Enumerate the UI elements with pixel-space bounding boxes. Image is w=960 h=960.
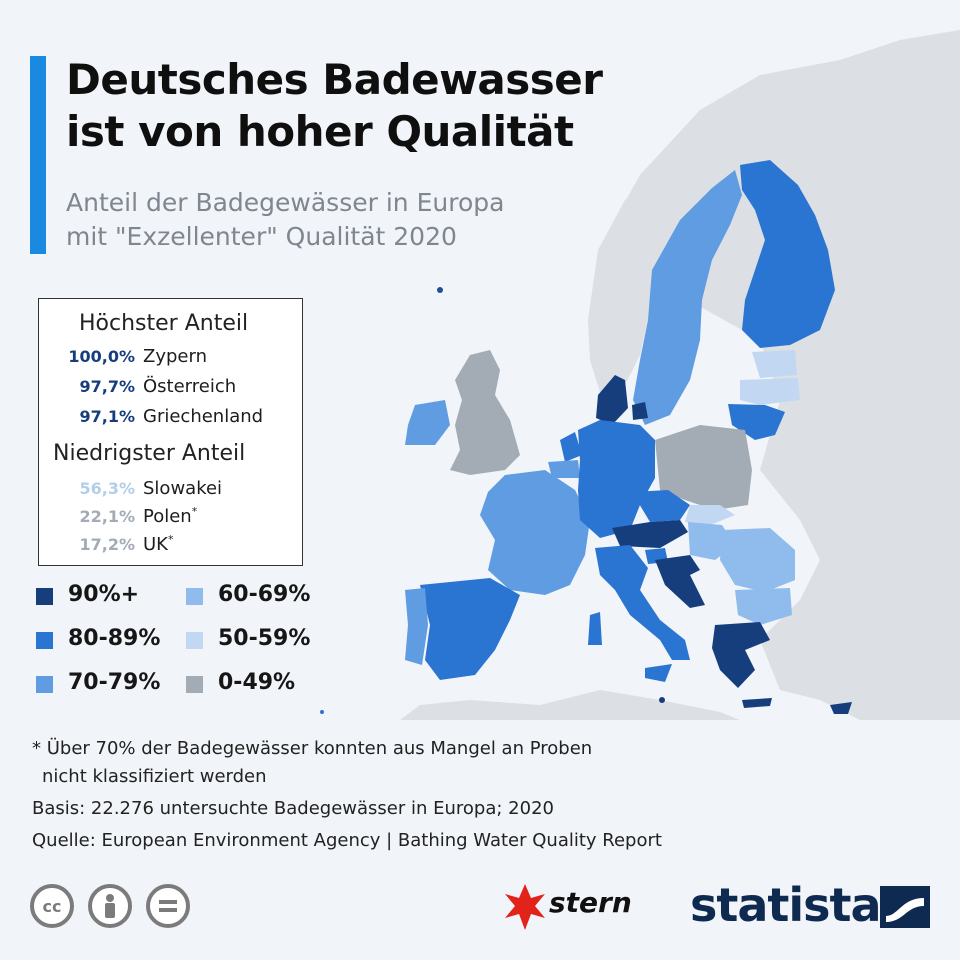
legend-swatch [186, 676, 203, 693]
attribution-icon [88, 884, 132, 928]
lowest-row: 17,2% UK* [39, 533, 299, 559]
country-name: Slowakei [143, 478, 223, 499]
ranking-box: Höchster Anteil 100,0% Zypern 97,7% Öste… [38, 298, 303, 566]
italy [595, 545, 690, 660]
island-dot-2 [320, 710, 324, 714]
greece [712, 622, 770, 688]
denmark-islands [632, 402, 648, 420]
legend-label: 70-79% [68, 670, 161, 695]
spain [420, 578, 520, 680]
legend-label: 0-49% [218, 670, 296, 695]
austria [612, 520, 688, 548]
stern-logo: stern [505, 884, 632, 930]
title-accent-bar [30, 56, 46, 254]
highest-row: 97,7% Österreich [39, 375, 299, 401]
share-value: 97,7% [79, 377, 135, 396]
legend-swatch [36, 588, 53, 605]
slovakia [685, 505, 735, 525]
germany [578, 420, 655, 538]
latvia [740, 378, 800, 405]
czechia [632, 490, 690, 522]
bulgaria [735, 588, 792, 625]
belgium [548, 460, 580, 478]
island-dot [437, 287, 443, 293]
title-line-1: Deutsches Badewasser [66, 55, 603, 104]
legend-label: 50-59% [218, 626, 311, 651]
portugal [405, 588, 428, 665]
lowest-heading: Niedrigster Anteil [53, 441, 246, 466]
share-value: 17,2% [79, 535, 135, 554]
share-value: 22,1% [79, 507, 135, 526]
poland [655, 425, 752, 510]
highest-row: 97,1% Griechenland [39, 405, 299, 431]
subtitle: Anteil der Badegewässer in Europa mit "E… [66, 186, 504, 254]
sicily [645, 664, 672, 682]
finland [740, 160, 835, 348]
north-africa-landmass [400, 690, 740, 720]
country-name: Zypern [143, 346, 207, 367]
footnote-line-2: nicht klassifiziert werden [42, 766, 267, 787]
country-name: Österreich [143, 376, 237, 397]
statista-wordmark: statista [690, 878, 882, 932]
no-derivatives-icon [146, 884, 190, 928]
share-value: 56,3% [79, 479, 135, 498]
croatia [655, 555, 705, 608]
lowest-row: 56,3% Slowakei [39, 477, 299, 503]
stern-wordmark: stern [549, 886, 632, 919]
crete [742, 698, 772, 708]
legend-swatch [186, 588, 203, 605]
sardinia [588, 612, 602, 645]
country-name: UK* [143, 533, 174, 555]
footnote-line-1: * Über 70% der Badegewässer konnten aus … [32, 738, 593, 759]
title-line-2: ist von hoher Qualität [66, 107, 574, 156]
france [480, 470, 590, 595]
highest-heading: Höchster Anteil [79, 311, 249, 336]
highest-row: 100,0% Zypern [39, 345, 299, 371]
stern-star-logo [505, 884, 545, 930]
ireland [405, 400, 450, 445]
legend-swatch [36, 676, 53, 693]
country-name: Griechenland [143, 406, 264, 427]
legend-label: 60-69% [218, 582, 311, 607]
svg-text:cc: cc [43, 897, 62, 916]
united-kingdom [450, 350, 520, 475]
source-note: Quelle: European Environment Agency | Ba… [32, 830, 662, 851]
legend-swatch [186, 632, 203, 649]
romania [720, 528, 795, 592]
legend-label: 90%+ [68, 582, 140, 607]
share-value: 100,0% [68, 347, 135, 366]
netherlands [560, 432, 582, 462]
malta [659, 697, 665, 703]
share-value: 97,1% [79, 407, 135, 426]
legend-label: 80-89% [68, 626, 161, 651]
cc-icon: cc [30, 884, 74, 928]
cyprus [830, 702, 852, 714]
subtitle-line-2: mit "Exzellenter" Qualität 2020 [66, 222, 457, 251]
lowest-row: 22,1% Polen* [39, 505, 299, 531]
subtitle-line-1: Anteil der Badegewässer in Europa [66, 188, 505, 217]
legend-swatch [36, 632, 53, 649]
denmark [596, 375, 628, 425]
statista-logo-mark [880, 886, 930, 928]
country-name: Polen* [143, 505, 198, 527]
basis-note: Basis: 22.276 untersuchte Badegewässer i… [32, 798, 554, 819]
estonia [752, 350, 797, 378]
page-title: Deutsches Badewasser ist von hoher Quali… [66, 54, 603, 158]
sweden [633, 170, 742, 425]
norway [588, 135, 755, 392]
